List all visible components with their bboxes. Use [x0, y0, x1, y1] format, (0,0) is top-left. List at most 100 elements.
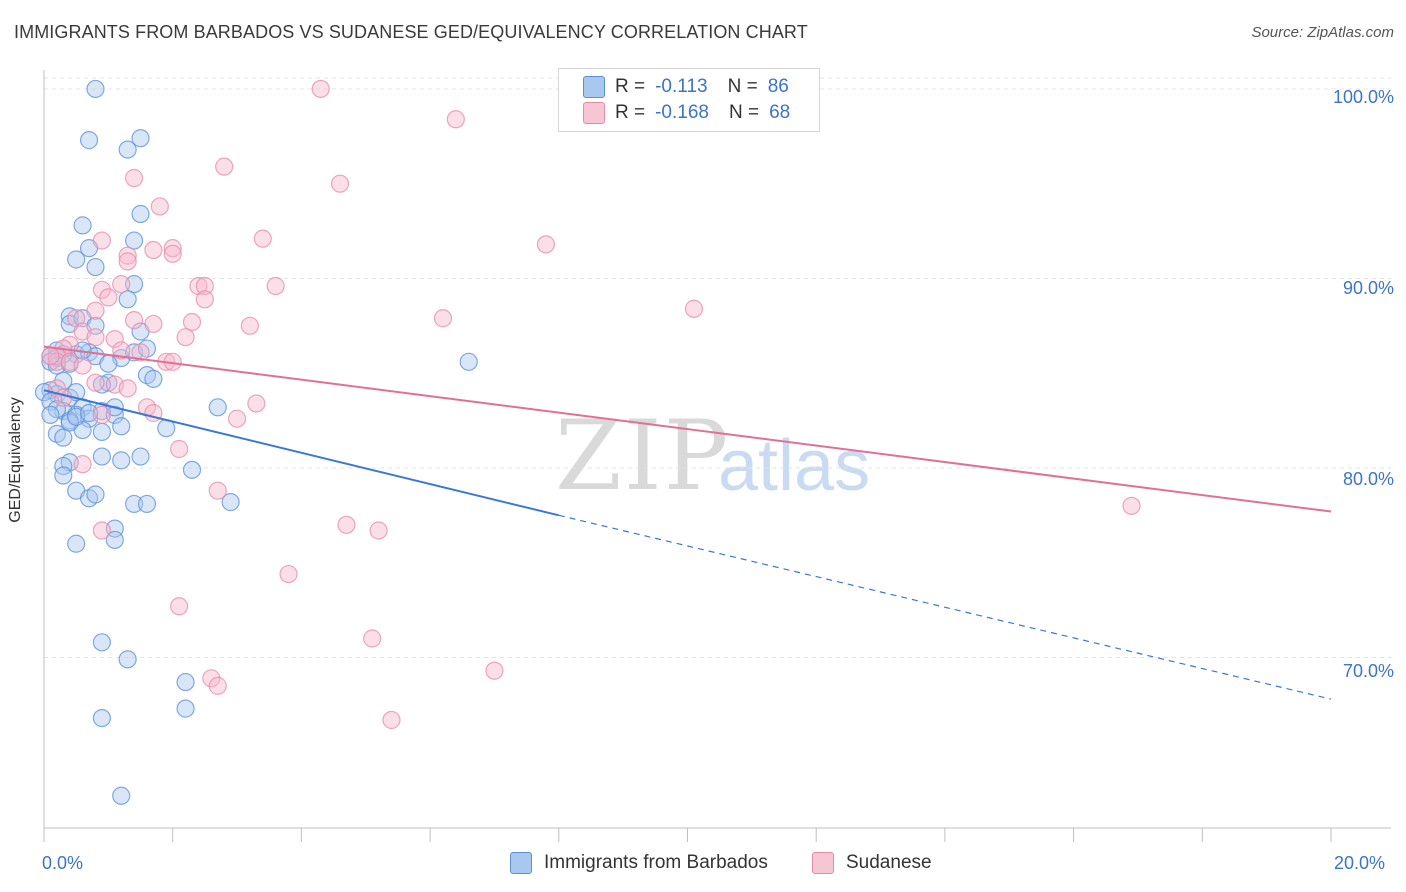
- point-sudanese: [118, 379, 137, 398]
- trend-line-sudanese: [43, 345, 1332, 513]
- point-barbados: [144, 369, 163, 388]
- point-sudanese: [73, 356, 92, 375]
- point-sudanese: [163, 244, 182, 263]
- point-sudanese: [433, 309, 453, 328]
- point-barbados: [118, 650, 137, 669]
- bottom-legend-sudanese[interactable]: Sudanese: [812, 852, 932, 874]
- point-barbados: [131, 129, 150, 148]
- watermark-atlas: atlas: [718, 426, 871, 506]
- point-sudanese: [485, 661, 504, 680]
- point-sudanese: [363, 629, 382, 648]
- legend-r-value-barbados: -0.113: [655, 76, 708, 97]
- point-sudanese: [92, 521, 112, 540]
- legend-n-value-barbados: 86: [767, 76, 789, 97]
- y-axis-label: GED/Equivalency: [7, 397, 24, 523]
- point-sudanese: [684, 299, 704, 318]
- point-barbados: [41, 405, 60, 424]
- point-sudanese: [73, 455, 92, 474]
- point-barbados: [112, 786, 131, 805]
- point-sudanese: [182, 312, 202, 332]
- point-sudanese: [170, 439, 189, 459]
- point-barbados: [124, 231, 144, 250]
- point-barbados: [124, 275, 144, 294]
- bottom-legend-barbados[interactable]: Immigrants from Barbados: [510, 852, 768, 874]
- point-barbados: [112, 417, 131, 436]
- point-sudanese: [112, 341, 131, 360]
- point-barbados: [131, 447, 150, 466]
- point-barbados: [86, 485, 105, 504]
- point-sudanese: [105, 329, 124, 349]
- point-sudanese: [1122, 496, 1141, 515]
- point-barbados: [67, 250, 86, 269]
- point-sudanese: [86, 301, 105, 320]
- y-tick-label-100: 100.0%: [1332, 87, 1394, 107]
- point-barbados: [73, 216, 92, 235]
- point-sudanese: [150, 197, 169, 216]
- point-sudanese: [163, 239, 182, 258]
- legend-row-sudanese: R = -0.168 N = 68: [583, 101, 790, 125]
- point-barbados: [54, 466, 73, 485]
- point-barbados: [118, 140, 137, 159]
- bottom-legend-swatch-sudanese: [812, 852, 834, 874]
- point-sudanese: [54, 388, 73, 407]
- point-barbados: [92, 375, 112, 394]
- legend-row-barbados: R = -0.113 N = 86: [583, 75, 789, 99]
- point-barbados: [208, 398, 227, 417]
- y-tick-label-80: 80.0%: [1342, 469, 1394, 489]
- legend-r-label: R =: [615, 102, 646, 123]
- chart-title: IMMIGRANTS FROM BARBADOS VS SUDANESE GED…: [14, 22, 808, 42]
- legend-swatch-sudanese: [583, 102, 605, 124]
- point-sudanese: [227, 409, 247, 428]
- point-sudanese: [330, 174, 350, 193]
- point-sudanese: [195, 290, 214, 309]
- legend-swatch-barbados: [583, 76, 605, 98]
- point-sudanese: [41, 347, 60, 366]
- point-sudanese: [536, 235, 556, 254]
- point-barbados: [118, 290, 137, 309]
- point-barbados: [137, 494, 157, 514]
- point-sudanese: [131, 343, 150, 362]
- legend-r-label: R =: [615, 76, 646, 97]
- point-barbados: [182, 460, 202, 479]
- point-sudanese: [337, 515, 356, 534]
- point-barbados: [459, 352, 478, 371]
- point-barbados: [54, 456, 73, 476]
- point-sudanese: [253, 229, 272, 248]
- trend-line-barbados: [43, 389, 560, 517]
- point-barbados: [105, 530, 124, 550]
- point-sudanese: [118, 252, 137, 271]
- point-sudanese: [311, 79, 330, 99]
- point-barbados: [54, 428, 73, 447]
- watermark-zip: ZIP: [555, 400, 731, 512]
- point-sudanese: [266, 276, 285, 296]
- point-barbados: [92, 633, 112, 652]
- legend-r-value-sudanese: -0.168: [655, 102, 709, 123]
- point-sudanese: [279, 564, 298, 584]
- point-barbados: [124, 494, 144, 514]
- bottom-legend-label-sudanese: Sudanese: [846, 852, 932, 873]
- trend-line-extension-barbados: [558, 514, 1332, 700]
- bottom-legend-label-barbados: Immigrants from Barbados: [544, 852, 768, 873]
- point-barbados: [79, 131, 99, 150]
- point-barbados: [176, 672, 195, 692]
- point-sudanese: [99, 288, 118, 307]
- x-tick-label-max: 20.0%: [1334, 853, 1386, 873]
- point-barbados: [92, 422, 112, 442]
- point-barbados: [86, 79, 105, 99]
- y-tick-label-90: 90.0%: [1342, 278, 1394, 298]
- point-barbados: [176, 699, 195, 718]
- point-sudanese: [124, 168, 144, 188]
- point-sudanese: [208, 481, 227, 500]
- point-sudanese: [195, 276, 214, 296]
- point-sudanese: [86, 328, 105, 347]
- point-sudanese: [240, 316, 260, 335]
- point-sudanese: [112, 275, 131, 294]
- correlation-legend: R = -0.113 N = 86 R = -0.168 N = 68: [558, 68, 820, 132]
- point-sudanese: [176, 328, 195, 347]
- point-barbados: [92, 447, 112, 466]
- point-barbados: [99, 373, 118, 392]
- bottom-legend-swatch-barbados: [510, 852, 532, 874]
- point-sudanese: [144, 240, 163, 260]
- point-barbados: [112, 451, 131, 470]
- source-credit: Source: ZipAtlas.com: [1251, 24, 1394, 41]
